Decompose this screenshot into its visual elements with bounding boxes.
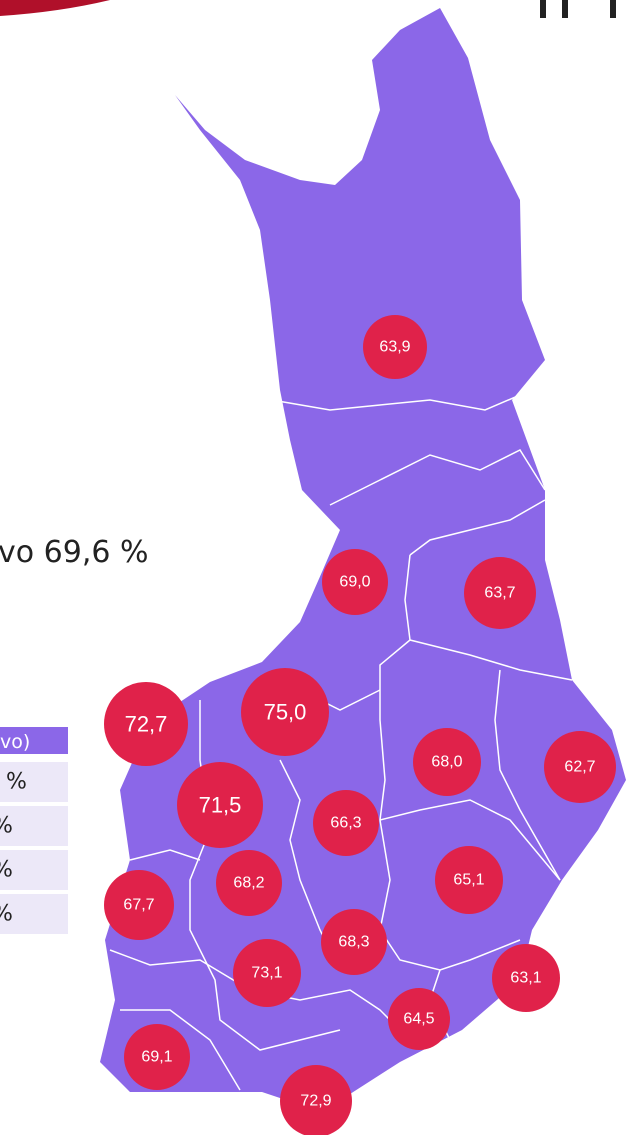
- table-cell: %: [0, 814, 13, 839]
- headline: vo 69,6 %: [0, 535, 148, 570]
- region-bubble: [104, 870, 174, 940]
- table-cell: %: [0, 858, 13, 883]
- region-bubble: [413, 728, 481, 796]
- region-bubble: [544, 731, 616, 803]
- table-header-cell: [0, 727, 68, 754]
- region-value: 75,0: [264, 700, 307, 725]
- table-row: [0, 850, 68, 890]
- region-bubble: [241, 668, 329, 756]
- region-bubble: [435, 846, 503, 914]
- region-value: 66,3: [330, 815, 361, 832]
- table-row: [0, 894, 68, 934]
- region-bubble: [363, 315, 427, 379]
- title-fragment: [540, 0, 546, 18]
- region-bubble: [492, 944, 560, 1012]
- table-header: vo): [0, 731, 30, 753]
- region-value: 67,7: [123, 897, 154, 914]
- region-bubble: [321, 909, 387, 975]
- region-bubble: [322, 549, 388, 615]
- region-value: 69,1: [141, 1049, 172, 1066]
- region-bubble: [216, 850, 282, 916]
- region-bubble: [388, 988, 450, 1050]
- region-bubble: [104, 682, 188, 766]
- table-cell: %: [6, 770, 27, 795]
- region-bubble: [233, 939, 301, 1007]
- title-fragment: [562, 0, 568, 18]
- bubbles: 63,9 69,0 63,7 75,0 72,7 68,0 62,7 71,5 66,3 68,2…: [104, 315, 616, 1135]
- region-bubble: [124, 1024, 190, 1090]
- region-value: 63,9: [379, 339, 410, 356]
- region-value: 65,1: [453, 872, 484, 889]
- region-value: 63,1: [510, 970, 541, 987]
- region-value: 72,7: [125, 712, 168, 737]
- region-value: 64,5: [403, 1011, 434, 1028]
- region-value: 68,0: [431, 754, 462, 771]
- table-row: [0, 806, 68, 846]
- region-value: 71,5: [199, 793, 242, 818]
- region-bubble: [464, 557, 536, 629]
- region-value: 68,2: [233, 875, 264, 892]
- table-row: [0, 762, 68, 802]
- region-value: 73,1: [251, 965, 282, 982]
- region-bubble: [177, 762, 263, 848]
- region-value: 69,0: [339, 574, 370, 591]
- title-fragment: [610, 0, 616, 18]
- region-bubble: [280, 1065, 352, 1135]
- region-bubble: [313, 790, 379, 856]
- table-cell: %: [0, 902, 13, 927]
- corner-decoration: [0, 0, 110, 16]
- region-value: 72,9: [300, 1093, 331, 1110]
- region-value: 63,7: [484, 585, 515, 602]
- table-rows: %%%%: [0, 762, 68, 934]
- region-value: 68,3: [338, 934, 369, 951]
- region-value: 62,7: [564, 759, 595, 776]
